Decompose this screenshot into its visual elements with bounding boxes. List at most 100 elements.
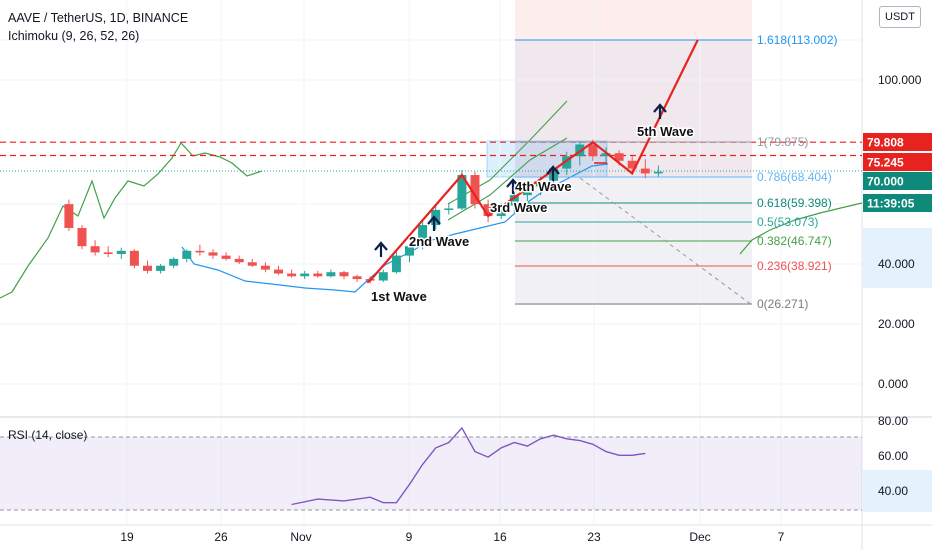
- candle-body: [588, 144, 598, 157]
- candle-body: [562, 156, 572, 169]
- candle-body: [391, 255, 401, 273]
- elliott-wave-path: [369, 39, 699, 282]
- candle-body: [274, 269, 283, 274]
- wave-label: 4th Wave: [515, 179, 572, 194]
- wave-arrow-icon: [546, 165, 560, 181]
- price-axis-tick: 20.000: [878, 317, 915, 331]
- rsi-axis-tick: 60.00: [878, 449, 908, 463]
- fib-trend-dashed: [579, 177, 753, 306]
- wave-start: [366, 279, 371, 284]
- candle-body: [405, 246, 414, 256]
- wave-label: 2nd Wave: [409, 234, 469, 249]
- time-axis-tick: 16: [493, 530, 507, 544]
- price-scale-highlight: [863, 228, 932, 288]
- channel-lower-line: [447, 137, 568, 221]
- candle-body: [77, 227, 87, 247]
- rsi-axis-tick: 40.00: [878, 484, 908, 498]
- wave-label: 5th Wave: [637, 124, 694, 139]
- candle-body: [627, 160, 637, 169]
- candle-body: [326, 272, 336, 277]
- time-axis-tick: 23: [587, 530, 601, 544]
- time-axis-tick: Dec: [689, 530, 710, 544]
- candle-body: [601, 153, 611, 157]
- candle-body: [470, 175, 480, 205]
- projection-zone-upper: [515, 0, 752, 176]
- candle-body: [143, 265, 152, 271]
- rsi-band: [0, 437, 862, 510]
- projection-zone-top: [515, 0, 752, 305]
- candle-body: [640, 168, 650, 174]
- candle-body: [444, 208, 454, 210]
- price-badge: [863, 153, 932, 171]
- fib-level-label: 0.618(59.398): [757, 196, 832, 210]
- candle-body: [260, 265, 270, 270]
- fib-level-label: 0.236(38.921): [757, 259, 832, 273]
- ichimoku-legend: Ichimoku (9, 26, 52, 26): [8, 29, 140, 43]
- fib-level-label: 1.618(113.002): [757, 33, 838, 47]
- candle-body: [221, 255, 231, 259]
- wave-arrow-icon: [427, 215, 441, 231]
- candle-body: [653, 171, 663, 174]
- price-badge-label: 79.808: [867, 136, 904, 150]
- rsi-legend: RSI (14, close): [8, 428, 88, 442]
- price-axis-tick: 40.000: [878, 257, 915, 271]
- candle-body: [496, 205, 506, 216]
- candle-body: [182, 250, 192, 259]
- wave-label: 1st Wave: [371, 289, 427, 304]
- candle-body: [169, 258, 179, 266]
- candle-body: [234, 258, 244, 263]
- candle-body: [129, 250, 139, 266]
- time-axis-tick: 7: [778, 530, 785, 544]
- candle-body: [509, 195, 519, 206]
- channel-upper-line: [447, 100, 568, 205]
- candle-body: [457, 175, 467, 209]
- candle-body: [300, 273, 310, 277]
- time-axis-tick: 9: [406, 530, 413, 544]
- candle-body: [116, 250, 126, 254]
- time-axis-tick: 26: [214, 530, 228, 544]
- ichimoku-lagging-span: [0, 142, 263, 299]
- time-axis-tick: 19: [120, 530, 134, 544]
- wave-arrow-icon: [374, 241, 388, 257]
- price-badge-label: 75.245: [867, 156, 904, 170]
- price-badge: [863, 172, 932, 190]
- price-badge: [863, 194, 932, 212]
- candle-body: [103, 252, 113, 254]
- candle-body: [522, 186, 532, 196]
- candle-body: [247, 262, 257, 266]
- rsi-scale-highlight: [863, 470, 932, 512]
- wave-arrow-icon: [653, 103, 667, 119]
- candle-body: [614, 153, 624, 161]
- wave-label: 3rd Wave: [490, 200, 547, 215]
- candle-body: [313, 273, 323, 277]
- fib-level-label: 0.786(68.404): [757, 170, 832, 184]
- fib-level-label: 0.5(53.073): [757, 215, 818, 229]
- candle-body: [287, 273, 297, 277]
- wave-arrow-icon: [506, 178, 520, 194]
- rsi-line: [291, 426, 646, 506]
- candle-body: [378, 272, 388, 281]
- candle-body: [195, 250, 205, 253]
- price-badge: [863, 133, 932, 151]
- price-axis-tick: 100.000: [878, 73, 922, 87]
- currency-button[interactable]: USDT: [879, 6, 921, 28]
- candle-body: [208, 252, 218, 256]
- candle-body: [64, 204, 74, 228]
- candle-body: [418, 225, 428, 247]
- price-badge-label: 70.000: [867, 175, 904, 189]
- rsi-axis-tick: 80.00: [878, 414, 908, 428]
- price-axis-tick: 0.000: [878, 377, 908, 391]
- time-axis-tick: Nov: [290, 530, 311, 544]
- candle-body: [90, 246, 100, 253]
- candle-body: [339, 272, 349, 277]
- fib-level-label: 0(26.271): [757, 297, 808, 311]
- price-badge-label: 11:39:05: [867, 197, 915, 211]
- fib-level-label: 1(79.875): [757, 135, 808, 149]
- candle-body: [536, 180, 545, 187]
- fib-level-label: 0.382(46.747): [757, 234, 832, 248]
- symbol-title: AAVE / TetherUS, 1D, BINANCE: [8, 11, 189, 25]
- candle-body: [483, 204, 493, 216]
- candle-body: [352, 276, 362, 280]
- candle-body: [156, 265, 166, 271]
